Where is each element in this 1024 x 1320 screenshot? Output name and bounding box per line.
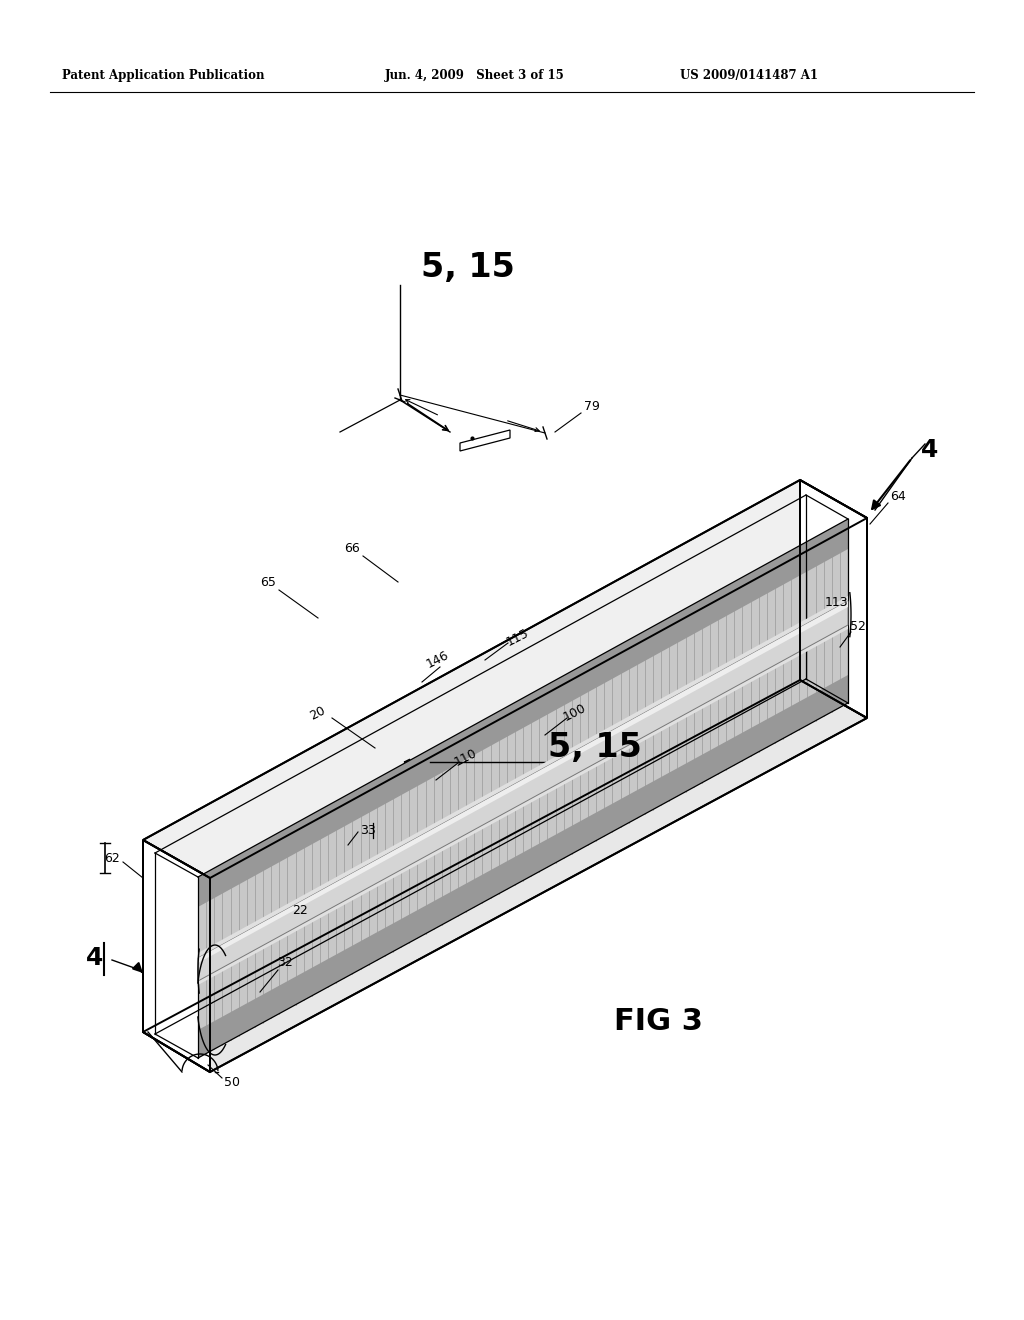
Polygon shape (460, 430, 510, 451)
Text: US 2009/0141487 A1: US 2009/0141487 A1 (680, 69, 818, 82)
Polygon shape (143, 680, 867, 1072)
Polygon shape (198, 675, 848, 1059)
Text: 4: 4 (86, 946, 103, 970)
Text: 65: 65 (260, 576, 275, 589)
Text: 50: 50 (224, 1076, 240, 1089)
Polygon shape (198, 601, 848, 981)
Polygon shape (800, 480, 867, 718)
Text: 20: 20 (308, 704, 328, 722)
Text: FIG 3: FIG 3 (613, 1007, 702, 1036)
Polygon shape (198, 519, 848, 1059)
Text: 113: 113 (824, 595, 848, 609)
Text: 5, 15: 5, 15 (548, 731, 642, 764)
Text: 62: 62 (104, 851, 120, 865)
Text: 64: 64 (890, 491, 906, 503)
Text: 32: 32 (278, 957, 293, 969)
Text: Patent Application Publication: Patent Application Publication (62, 69, 264, 82)
Text: 22: 22 (292, 903, 308, 916)
Polygon shape (143, 840, 210, 1072)
Text: 110: 110 (453, 746, 479, 768)
Text: 100: 100 (561, 701, 589, 723)
Polygon shape (143, 480, 867, 878)
Polygon shape (198, 601, 848, 964)
Text: 146: 146 (425, 649, 452, 671)
Text: 33: 33 (360, 824, 376, 837)
Text: 66: 66 (344, 541, 359, 554)
Text: 115: 115 (505, 626, 531, 648)
Text: 79: 79 (584, 400, 600, 413)
Text: 5, 15: 5, 15 (421, 252, 515, 285)
Polygon shape (198, 597, 848, 985)
Polygon shape (198, 519, 848, 907)
Text: 52: 52 (850, 620, 866, 634)
Text: 4: 4 (922, 438, 939, 462)
Text: Jun. 4, 2009   Sheet 3 of 15: Jun. 4, 2009 Sheet 3 of 15 (385, 69, 565, 82)
